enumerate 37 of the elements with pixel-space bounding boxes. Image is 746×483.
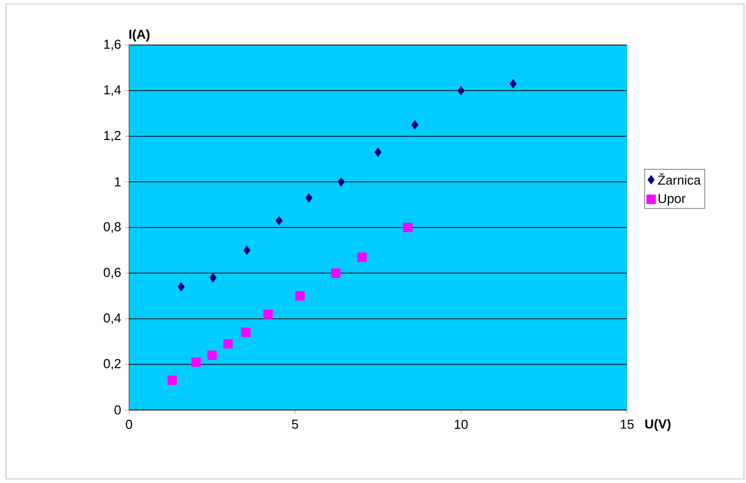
- point: [223, 339, 233, 349]
- y-tick-label: 0,8: [104, 222, 121, 233]
- point: [331, 268, 341, 278]
- point: [411, 120, 418, 130]
- y-tick-label: 0,4: [104, 313, 121, 324]
- point: [403, 222, 413, 232]
- y-axis-title: I(A): [129, 29, 150, 42]
- point: [510, 79, 517, 88]
- y-tick-label: 0,2: [104, 359, 121, 370]
- x-tick-label: 10: [454, 420, 468, 429]
- legend-label: Žarnica: [658, 173, 701, 185]
- x-tick-label: 0: [126, 420, 132, 429]
- point: [338, 177, 345, 187]
- point: [191, 357, 201, 367]
- point: [178, 282, 185, 292]
- point: [457, 86, 465, 96]
- y-tick-label: 1,4: [104, 85, 121, 96]
- point: [295, 291, 305, 301]
- point: [209, 272, 217, 282]
- y-tick-label: 1,2: [104, 130, 121, 142]
- y-tick-label: 1: [115, 177, 121, 186]
- legend-label: Upor: [658, 194, 686, 206]
- point: [374, 148, 382, 157]
- point: [305, 193, 313, 203]
- x-axis-title: U(V): [645, 418, 670, 432]
- point: [243, 246, 250, 256]
- x-tick-label: 15: [620, 420, 634, 429]
- point: [275, 216, 283, 226]
- y-tick-label: 0,6: [104, 268, 121, 278]
- x-tick-label: 5: [292, 420, 298, 429]
- point: [263, 309, 273, 319]
- point: [241, 328, 251, 338]
- y-tick-label: 1,6: [104, 40, 121, 50]
- point: [167, 376, 177, 386]
- y-tick-label: 0: [114, 405, 121, 415]
- point: [357, 252, 367, 262]
- point: [207, 350, 217, 360]
